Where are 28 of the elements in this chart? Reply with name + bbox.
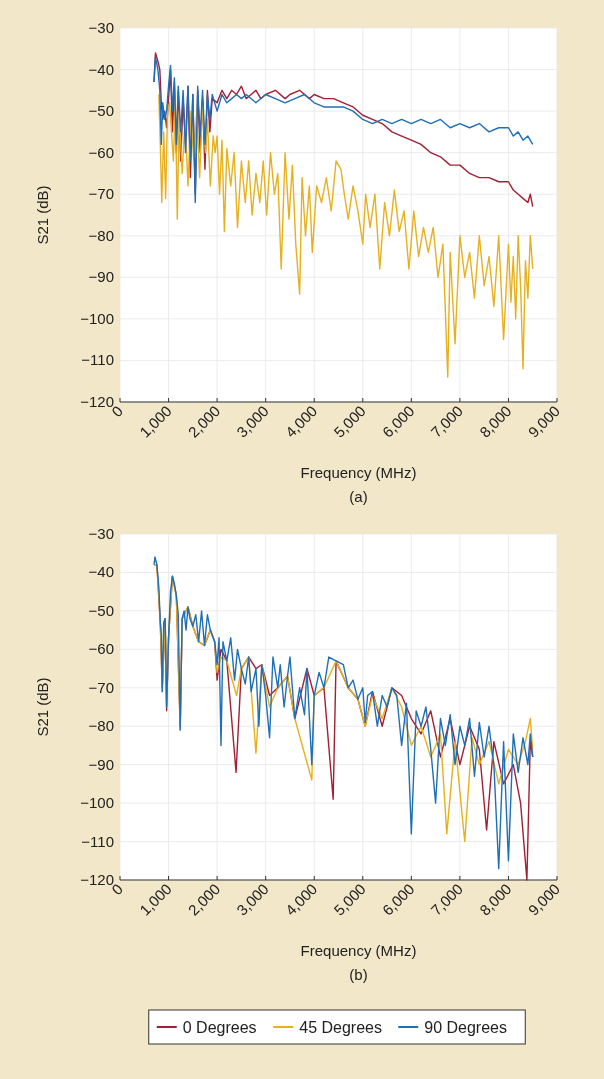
legend-label: 45 Degrees	[299, 1019, 382, 1036]
y-tick-label: −90	[88, 755, 114, 773]
x-axis-title: Frequency (MHz)	[300, 464, 417, 481]
line-series	[158, 93, 534, 378]
y-tick-label: −90	[88, 268, 114, 286]
y-tick-label: −100	[80, 309, 114, 327]
y-tick-label: −40	[88, 563, 114, 581]
y-tick-label: −110	[81, 832, 114, 850]
y-tick-label: −50	[88, 601, 114, 619]
legend-label: 90 Degrees	[424, 1019, 507, 1036]
y-tick-label: −100	[80, 794, 114, 812]
y-tick-label: −80	[88, 226, 114, 244]
y-tick-label: −50	[88, 102, 114, 120]
y-tick-label: −30	[88, 19, 114, 36]
text: (b)	[349, 966, 368, 983]
y-tick-label: −70	[88, 185, 114, 203]
y-tick-label: −30	[88, 525, 114, 542]
text: (a)	[349, 488, 368, 505]
y-axis-title: S21 (dB)	[34, 185, 51, 245]
legend-label: 0 Degrees	[182, 1019, 257, 1036]
y-tick-label: −110	[81, 351, 114, 369]
y-tick-label: −70	[88, 678, 114, 696]
x-axis-title: Frequency (MHz)	[300, 942, 417, 959]
y-tick-label: −40	[88, 60, 114, 78]
y-axis-title: S21 (dB)	[34, 677, 51, 737]
y-tick-label: −60	[88, 143, 114, 161]
y-tick-label: −60	[88, 640, 114, 658]
y-tick-label: −80	[88, 717, 114, 735]
